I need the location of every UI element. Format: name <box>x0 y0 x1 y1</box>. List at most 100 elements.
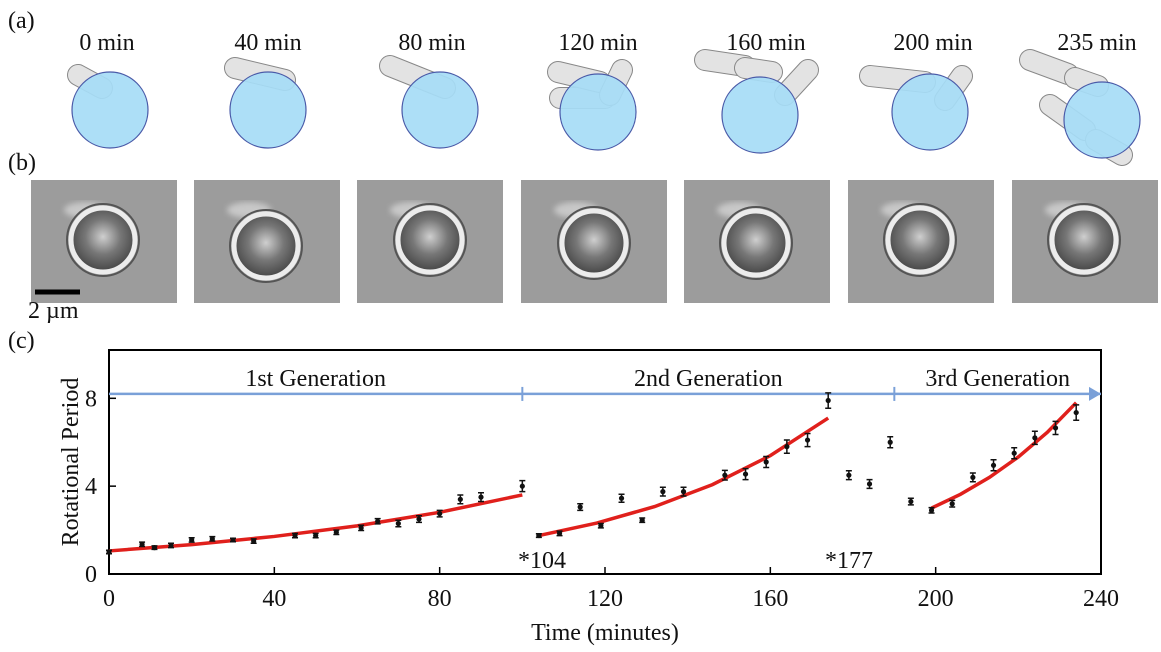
bead <box>888 208 952 272</box>
x-tick-label: 0 <box>103 586 115 612</box>
data-point <box>908 499 913 504</box>
x-axis-label: Time (minutes) <box>531 620 679 646</box>
time-label: 160 min <box>726 30 805 56</box>
micrograph <box>521 180 667 303</box>
time-label: 40 min <box>234 30 301 56</box>
x-tick-label: 120 <box>587 586 623 612</box>
arrow-head <box>1089 387 1101 401</box>
micrograph <box>684 180 830 303</box>
scale-bar-label: 2 µm <box>28 298 79 324</box>
data-point <box>230 537 235 542</box>
data-point <box>478 495 483 500</box>
data-point <box>557 531 562 536</box>
data-point <box>189 537 194 542</box>
data-point <box>292 533 297 538</box>
fit-curve <box>932 403 1077 508</box>
data-point <box>970 475 975 480</box>
bacterium <box>745 68 772 72</box>
data-point <box>1053 425 1058 430</box>
bead <box>1052 208 1116 272</box>
data-point <box>619 496 624 501</box>
data-point <box>578 504 583 509</box>
figure: (a) (b) (c) 0 min 40 min 80 min 120 min 160 … <box>0 0 1161 647</box>
bead <box>892 74 968 150</box>
bead <box>72 72 148 148</box>
generation-label: 3rd Generation <box>925 366 1070 392</box>
time-label: 120 min <box>558 30 637 56</box>
time-label: 200 min <box>893 30 972 56</box>
y-tick-label: 4 <box>85 474 97 500</box>
bead <box>71 208 135 272</box>
data-point <box>743 471 748 476</box>
x-tick-label: 80 <box>428 586 452 612</box>
micrograph <box>31 180 177 303</box>
data-point <box>152 545 157 550</box>
data-point <box>888 440 893 445</box>
time-label: 80 min <box>398 30 465 56</box>
y-tick-label: 8 <box>85 386 97 412</box>
data-point <box>334 530 339 535</box>
data-point <box>826 398 831 403</box>
data-point <box>168 543 173 548</box>
data-point <box>536 533 541 538</box>
micrograph <box>357 180 503 303</box>
data-point <box>375 519 380 524</box>
x-tick-label: 240 <box>1083 586 1119 612</box>
bead <box>230 72 306 148</box>
data-point <box>867 481 872 486</box>
data-point <box>764 459 769 464</box>
micrograph <box>848 180 994 303</box>
data-point <box>640 518 645 523</box>
data-point <box>106 549 111 554</box>
bead <box>1064 82 1140 158</box>
x-tick-label: 160 <box>752 586 788 612</box>
data-point <box>722 473 727 478</box>
x-tick-label: 40 <box>262 586 286 612</box>
annotation: *177 <box>825 548 873 574</box>
data-point <box>950 501 955 506</box>
data-point <box>660 489 665 494</box>
data-point <box>929 508 934 513</box>
data-point <box>1032 435 1037 440</box>
micrograph <box>1012 180 1158 303</box>
data-point <box>805 437 810 442</box>
bead <box>722 77 798 153</box>
bead <box>724 211 788 275</box>
generation-label: 1st Generation <box>245 366 386 392</box>
panel-label: (c) <box>8 328 35 354</box>
data-point <box>784 444 789 449</box>
data-point <box>1074 410 1079 415</box>
panel-label: (a) <box>8 8 35 34</box>
data-point <box>846 473 851 478</box>
data-point <box>416 516 421 521</box>
data-point <box>520 484 525 489</box>
bead <box>560 74 636 150</box>
bead <box>234 214 298 278</box>
data-point <box>139 542 144 547</box>
generation-label: 2nd Generation <box>634 366 783 392</box>
data-point <box>598 523 603 528</box>
data-point <box>1012 451 1017 456</box>
data-point <box>251 538 256 543</box>
fit-curve <box>539 418 828 535</box>
bead <box>562 211 626 275</box>
bacterium <box>1030 60 1068 74</box>
micrograph <box>194 180 340 303</box>
data-point <box>359 525 364 530</box>
x-tick-label: 200 <box>918 586 954 612</box>
bead <box>402 72 478 148</box>
y-axis-label: Rotational Period <box>58 378 84 547</box>
data-point <box>210 536 215 541</box>
annotation: *104 <box>518 548 566 574</box>
panel-label: (b) <box>8 150 36 176</box>
y-tick-label: 0 <box>85 562 97 588</box>
data-point <box>396 521 401 526</box>
data-point <box>681 489 686 494</box>
time-label: 0 min <box>79 30 134 56</box>
data-point <box>437 511 442 516</box>
data-point <box>458 497 463 502</box>
bead <box>398 208 462 272</box>
data-point <box>991 463 996 468</box>
data-point <box>313 533 318 538</box>
time-label: 235 min <box>1057 30 1136 56</box>
